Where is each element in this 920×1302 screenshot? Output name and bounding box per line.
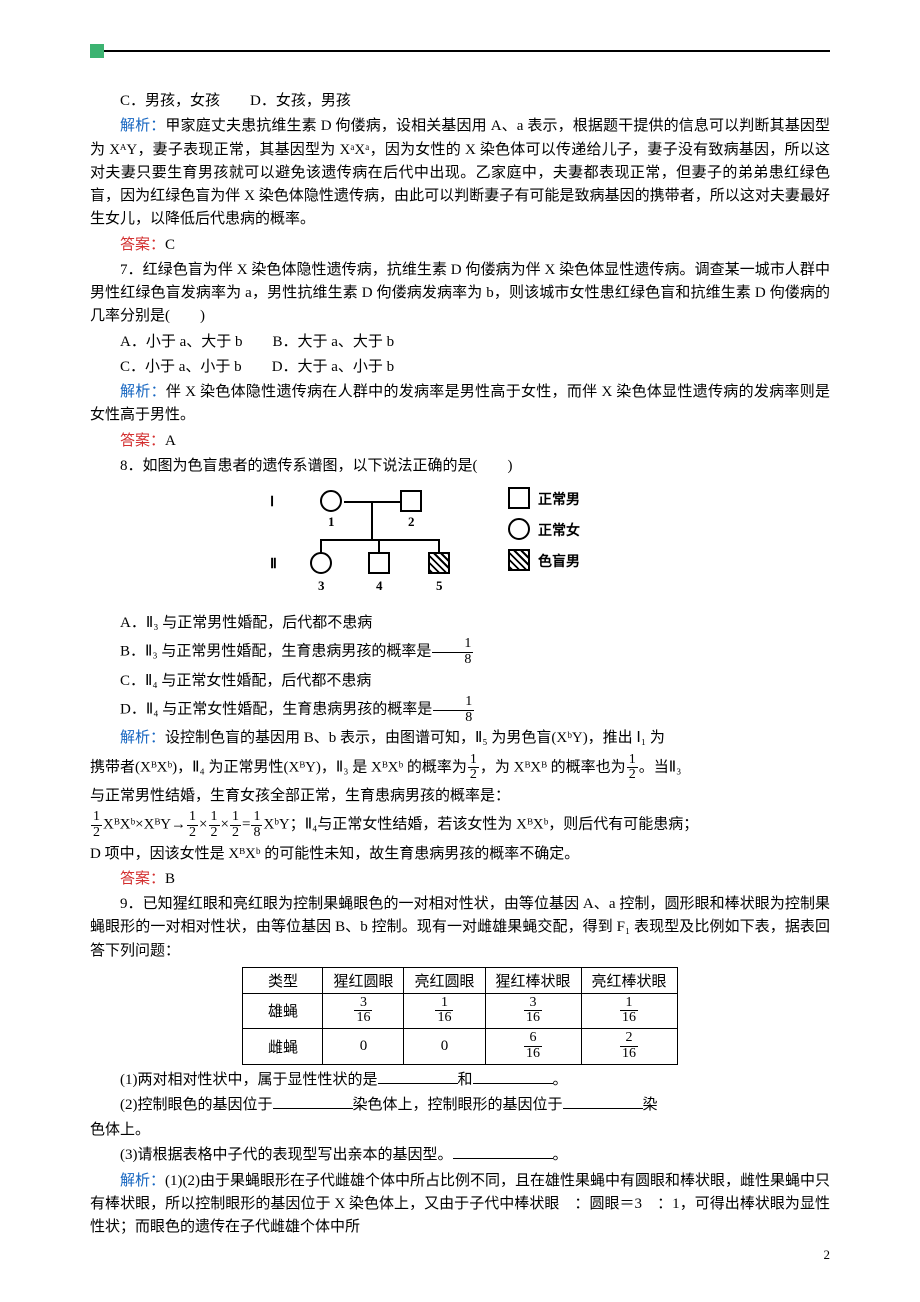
legend-normal-female-icon <box>508 518 530 540</box>
legend-cb-male: 色盲男 <box>538 551 580 571</box>
jiexi-label: 解析： <box>120 730 165 746</box>
q8-optB: B．Ⅱ₃ 与正常男性婚配，生育患病男孩的概率是18 <box>90 637 830 667</box>
q7-answer: 答案：A <box>90 430 830 453</box>
table-header: 亮红棒状眼 <box>581 967 677 993</box>
table-header: 类型 <box>243 967 323 993</box>
table-cell: 0 <box>404 1029 485 1064</box>
table-cell: 雄蝇 <box>243 993 323 1028</box>
q8-jiexi-calc: 12XᴮXᵇ×XᴮY→12×12×12=18XᵇY；Ⅱ₄与正常女性结婚，若该女性… <box>90 810 830 840</box>
q8-answer: 答案：B <box>90 868 830 891</box>
pedigree-female-1 <box>320 490 342 512</box>
q6-jiexi: 解析：甲家庭丈夫患抗维生素 D 佝偻病，设相关基因用 A、a 表示，根据题干提供… <box>90 115 830 231</box>
table-header: 亮红圆眼 <box>404 967 485 993</box>
jiexi-label: 解析： <box>120 1173 165 1189</box>
gen2-label: Ⅱ <box>270 556 277 573</box>
answer-label: 答案： <box>120 871 165 887</box>
q8-optC: C．Ⅱ₄ 与正常女性婚配，后代都不患病 <box>90 670 830 693</box>
q7-stem: 7．红绿色盲为伴 X 染色体隐性遗传病，抗维生素 D 佝偻病为伴 X 染色体显性… <box>90 259 830 329</box>
blank <box>473 1069 553 1084</box>
pedigree-line <box>320 539 322 553</box>
answer-label: 答案： <box>120 237 165 253</box>
q9-jiexi: 解析：(1)(2)由于果蝇眼形在子代雌雄个体中所占比例不同，且在雄性果蝇中有圆眼… <box>90 1170 830 1240</box>
q9-table: 类型 猩红圆眼 亮红圆眼 猩红棒状眼 亮红棒状眼 雄蝇 316 116 316 … <box>242 967 677 1065</box>
pedigree-female-3 <box>310 552 332 574</box>
header-accent <box>90 44 104 58</box>
pedigree-line <box>438 539 440 553</box>
pedigree-num-5: 5 <box>436 578 443 594</box>
header-rule <box>90 50 830 52</box>
q9-sub3: (3)请根据表格中子代的表现型写出亲本的基因型。。 <box>90 1144 830 1167</box>
q7-options-ab: A．小于 a、大于 b B．大于 a、大于 b <box>90 331 830 354</box>
table-cell: 616 <box>485 1029 581 1064</box>
q8-jiexi-line1: 解析：设控制色盲的基因用 B、b 表示，由图谱可知，Ⅱ₅ 为男色盲(XᵇY)，推… <box>90 727 830 750</box>
q9-sub1: (1)两对相对性状中，属于显性性状的是和。 <box>90 1069 830 1092</box>
pedigree-cb-male-5 <box>428 552 450 574</box>
q7-jiexi: 解析：伴 X 染色体隐性遗传病在人群中的发病率是男性高于女性，而伴 X 染色体显… <box>90 381 830 428</box>
jiexi-label: 解析： <box>120 118 165 134</box>
pedigree-num-1: 1 <box>328 514 335 530</box>
legend-normal-male: 正常男 <box>538 489 580 509</box>
table-cell: 雌蝇 <box>243 1029 323 1064</box>
pedigree-num-4: 4 <box>376 578 383 594</box>
q8-jiexi-line4: D 项中，因该女性是 XᴮXᵇ 的可能性未知，故生育患病男孩的概率不确定。 <box>90 843 830 866</box>
q8-optD: D．Ⅱ₄ 与正常女性婚配，生育患病男孩的概率是18 <box>90 695 830 725</box>
table-header-row: 类型 猩红圆眼 亮红圆眼 猩红棒状眼 亮红棒状眼 <box>243 967 677 993</box>
q8-optA: A．Ⅱ₃ 与正常男性婚配，后代都不患病 <box>90 612 830 635</box>
table-cell: 316 <box>485 993 581 1028</box>
q6-answer: 答案：C <box>90 234 830 257</box>
pedigree-diagram: Ⅰ 1 2 Ⅱ 3 4 5 正常男 正常女 <box>270 484 650 604</box>
q8-jiexi-line2: 携带者(XᴮXᵇ)，Ⅱ₄ 为正常男性(XᴮY)，Ⅱ₃ 是 XᴮXᵇ 的概率为12… <box>90 753 830 783</box>
legend-cb-male-icon <box>508 549 530 571</box>
pedigree-line <box>320 539 440 541</box>
table-cell: 116 <box>581 993 677 1028</box>
pedigree-male-2 <box>400 490 422 512</box>
table-cell: 316 <box>323 993 404 1028</box>
q9-stem: 9．已知猩红眼和亮红眼为控制果蝇眼色的一对相对性状，由等位基因 A、a 控制，圆… <box>90 893 830 963</box>
pedigree-line <box>371 501 373 539</box>
blank <box>563 1094 643 1109</box>
gen1-label: Ⅰ <box>270 494 274 511</box>
legend-normal-female: 正常女 <box>538 520 580 540</box>
blank <box>378 1069 458 1084</box>
table-cell: 216 <box>581 1029 677 1064</box>
pedigree-male-4 <box>368 552 390 574</box>
blank <box>453 1144 553 1159</box>
q8-stem: 8．如图为色盲患者的遗传系谱图，以下说法正确的是( ) <box>90 455 830 478</box>
table-row: 雄蝇 316 116 316 116 <box>243 993 677 1028</box>
q6-options-cd: C．男孩，女孩 D．女孩，男孩 <box>90 90 830 113</box>
table-cell: 116 <box>404 993 485 1028</box>
q7-options-cd: C．小于 a、小于 b D．大于 a、小于 b <box>90 356 830 379</box>
table-header: 猩红棒状眼 <box>485 967 581 993</box>
answer-label: 答案： <box>120 433 165 449</box>
q8-jiexi-line3: 与正常男性结婚，生育女孩全部正常，生育患病男孩的概率是： <box>90 785 830 808</box>
q9-sub2: (2)控制眼色的基因位于染色体上，控制眼形的基因位于染 <box>90 1094 830 1117</box>
pedigree-num-3: 3 <box>318 578 325 594</box>
jiexi-label: 解析： <box>120 384 166 400</box>
pedigree-num-2: 2 <box>408 514 415 530</box>
table-cell: 0 <box>323 1029 404 1064</box>
q9-sub2-cont: 色体上。 <box>90 1119 830 1142</box>
pedigree-line <box>378 539 380 553</box>
page-number: 2 <box>824 1247 831 1263</box>
blank <box>273 1094 353 1109</box>
legend-normal-male-icon <box>508 487 530 509</box>
table-row: 雌蝇 0 0 616 216 <box>243 1029 677 1064</box>
table-header: 猩红圆眼 <box>323 967 404 993</box>
